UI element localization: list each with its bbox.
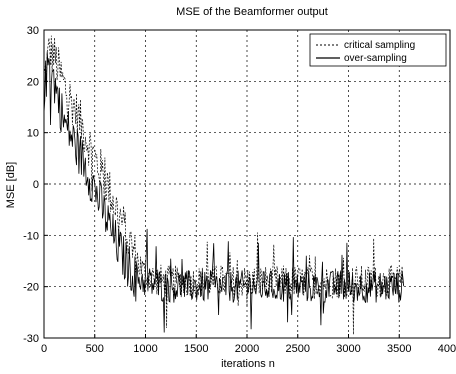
tick-layer: 050010001500200025003000350040003020100-…: [23, 25, 456, 355]
series-layer: [43, 35, 405, 335]
x-tick-label: 2500: [286, 343, 310, 355]
x-tick-label: 1500: [184, 343, 208, 355]
x-axis-label: iterations n: [221, 358, 275, 369]
y-tick-label: 30: [27, 25, 39, 37]
y-tick-label: 10: [27, 128, 39, 140]
legend-label-critical: critical sampling: [344, 40, 415, 51]
series-line-over-sampling: [43, 51, 405, 333]
y-tick-label: 20: [27, 76, 39, 88]
legend-label-oversampling: over-sampling: [344, 53, 407, 64]
x-tick-label: 2000: [235, 343, 259, 355]
y-tick-label: -20: [23, 282, 39, 294]
y-tick-label: -10: [23, 230, 39, 242]
series-line-critical-sampling: [43, 35, 404, 335]
y-tick-label: -30: [23, 333, 39, 345]
x-tick-label: 4000: [438, 343, 456, 355]
legend-box: [309, 33, 447, 67]
x-tick-label: 3500: [387, 343, 411, 355]
x-tick-label: 1000: [133, 343, 157, 355]
x-tick-label: 0: [41, 343, 47, 355]
legend: critical sampling over-sampling: [309, 33, 447, 67]
y-tick-label: 0: [33, 179, 39, 191]
x-tick-label: 3000: [336, 343, 360, 355]
x-tick-label: 500: [86, 343, 104, 355]
y-axis-label: MSE [dB]: [5, 162, 17, 208]
chart-title: MSE of the Beamformer output: [176, 6, 328, 18]
